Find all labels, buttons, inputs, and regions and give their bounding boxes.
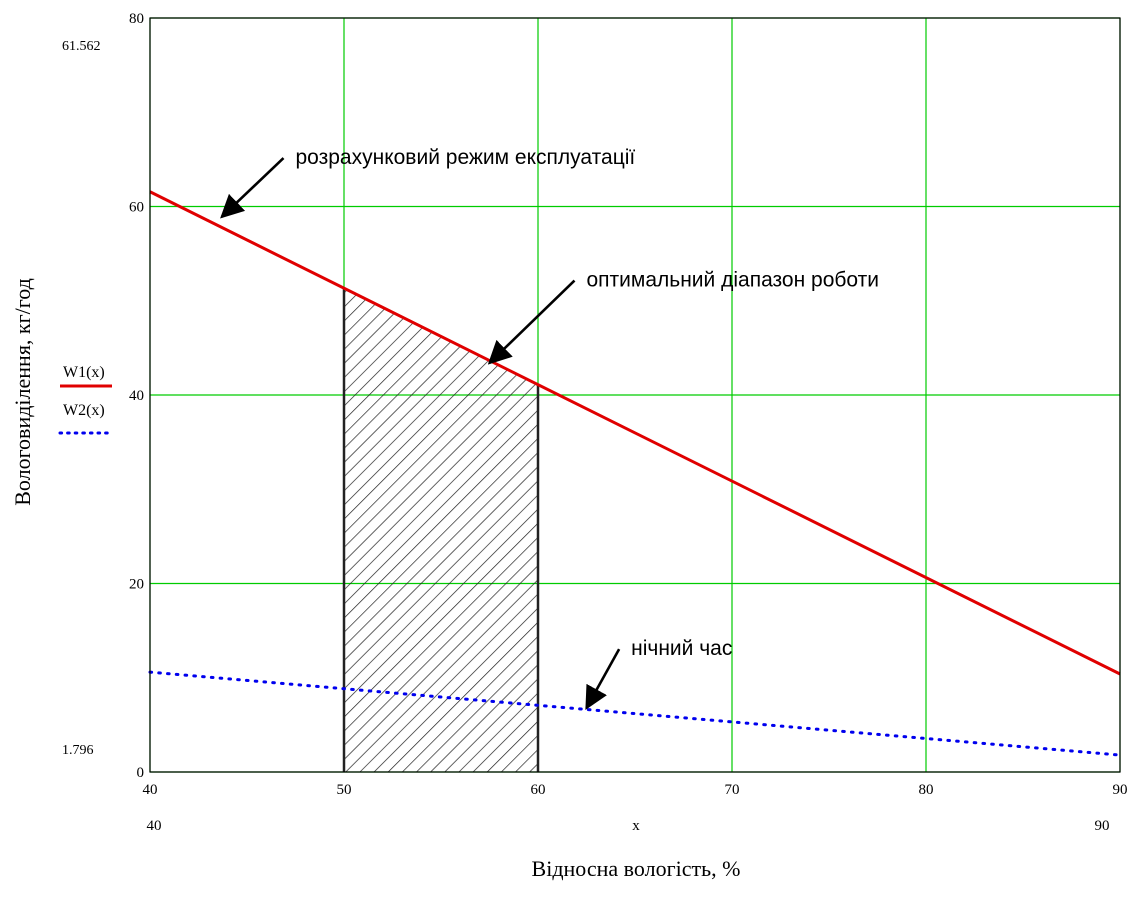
series-group (148, 190, 1122, 757)
x-tick-label: 40 (143, 782, 158, 798)
y-tick-label: 60 (129, 200, 144, 216)
annotation-arrow (220, 157, 285, 219)
y-axis-title: Вологовиділення, кг/год (10, 278, 35, 506)
series-line-1 (149, 190, 1121, 676)
tick-labels: 40 50 60 70 80 90 0 20 40 60 80 (129, 11, 1128, 798)
legend: W1(x) W2(x) (58, 364, 114, 435)
x-tick-label: 80 (919, 782, 934, 798)
hatched-region-fill (344, 288, 538, 772)
plot-frame (149, 17, 1121, 773)
x-axis-title: Відносна вологість, % (532, 856, 741, 881)
y-tick-label: 40 (129, 388, 144, 404)
legend-label-w1: W1(x) (63, 364, 105, 381)
y-range-min-label: 1.796 (62, 743, 94, 758)
annotations: розрахунковий режим експлуатації оптималь… (220, 146, 879, 710)
series-line-2 (148, 670, 1122, 757)
y-range-max-label: 61.562 (62, 39, 101, 54)
y-tick-label: 0 (137, 765, 145, 781)
annotation-label: нічний час (631, 637, 732, 660)
annotation-label: оптимальний діапазон роботи (587, 269, 879, 292)
annotation-arrow (585, 648, 621, 710)
y-range-labels: 61.562 1.796 (62, 39, 101, 758)
x-range-max-label: 90 (1095, 818, 1110, 834)
legend-label-w2: W2(x) (63, 402, 105, 419)
x-range-min-label: 40 (147, 818, 162, 834)
annotation-label: розрахунковий режим експлуатації (296, 146, 636, 169)
x-variable-label: x (632, 818, 640, 834)
x-tick-label: 50 (337, 782, 352, 798)
x-tick-label: 60 (531, 782, 546, 798)
y-tick-label: 20 (129, 577, 144, 593)
x-range-labels: 40 x 90 (147, 818, 1110, 834)
x-tick-label: 90 (1113, 782, 1128, 798)
annotation-arrow (487, 279, 576, 365)
x-tick-label: 70 (725, 782, 740, 798)
y-tick-label: 80 (129, 11, 144, 27)
hatched-region (342, 288, 540, 772)
